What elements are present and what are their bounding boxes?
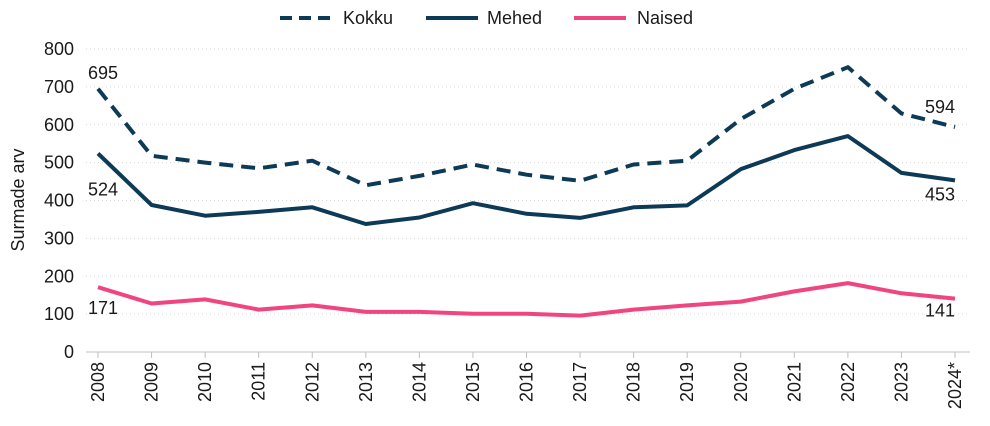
x-tick-label: 2015 bbox=[463, 362, 483, 402]
x-tick-label: 2008 bbox=[88, 362, 108, 402]
x-tick-label: 2016 bbox=[517, 362, 537, 402]
x-tick-label: 2009 bbox=[142, 362, 162, 402]
grid-lines bbox=[86, 48, 970, 315]
x-tick-label: 2018 bbox=[624, 362, 644, 402]
x-tick-label: 2021 bbox=[784, 362, 804, 402]
data-labels: 695 594 524 453 171 141 bbox=[88, 63, 955, 321]
data-label-naised: 171 bbox=[88, 298, 118, 318]
y-tick-label: 300 bbox=[44, 228, 74, 248]
x-tick-label: 2012 bbox=[302, 362, 322, 402]
data-label-kokku: 695 bbox=[88, 63, 118, 83]
series-line-naised bbox=[97, 281, 956, 318]
y-tick-label: 700 bbox=[44, 77, 74, 97]
data-label-mehed: 524 bbox=[88, 180, 118, 200]
series-line-mehed bbox=[96, 134, 956, 226]
x-tick-label: 2011 bbox=[249, 362, 269, 401]
x-tick-label: 2020 bbox=[731, 362, 751, 402]
x-tick-label: 2022 bbox=[838, 362, 858, 402]
x-tick-label: 2023 bbox=[891, 362, 911, 402]
legend-label-mehed: Mehed bbox=[487, 8, 542, 28]
series-line-kokku bbox=[96, 65, 956, 188]
x-tick-label: 2017 bbox=[570, 362, 590, 402]
data-label-naised: 141 bbox=[925, 301, 955, 321]
y-tick-label: 100 bbox=[44, 304, 74, 324]
x-tick-label: 2013 bbox=[356, 362, 376, 402]
legend-item-mehed: Mehed bbox=[426, 8, 542, 28]
y-tick-label: 600 bbox=[44, 115, 74, 135]
x-tick-label: 2024* bbox=[945, 362, 965, 409]
x-tick-label: 2014 bbox=[409, 362, 429, 402]
x-tick-label: 2010 bbox=[195, 362, 215, 402]
legend: Kokku Mehed Naised bbox=[280, 8, 693, 28]
y-axis: 0 100 200 300 400 500 600 700 800 bbox=[44, 39, 74, 362]
y-tick-label: 400 bbox=[44, 191, 74, 211]
legend-label-naised: Naised bbox=[637, 8, 693, 28]
x-tick-label: 2019 bbox=[677, 362, 697, 402]
series-group bbox=[96, 65, 956, 318]
y-tick-label: 500 bbox=[44, 153, 74, 173]
data-label-kokku: 594 bbox=[925, 97, 955, 117]
legend-item-naised: Naised bbox=[574, 8, 693, 28]
y-tick-label: 0 bbox=[64, 342, 74, 362]
legend-label-kokku: Kokku bbox=[343, 8, 393, 28]
legend-item-kokku: Kokku bbox=[280, 8, 393, 28]
x-axis: 2008 2009 2010 2011 2012 2013 2014 2015 2016 2017… bbox=[86, 351, 970, 409]
y-tick-label: 800 bbox=[44, 39, 74, 59]
y-tick-label: 200 bbox=[44, 266, 74, 286]
y-axis-title: Surmade arv bbox=[8, 148, 28, 251]
data-label-mehed: 453 bbox=[925, 184, 955, 204]
